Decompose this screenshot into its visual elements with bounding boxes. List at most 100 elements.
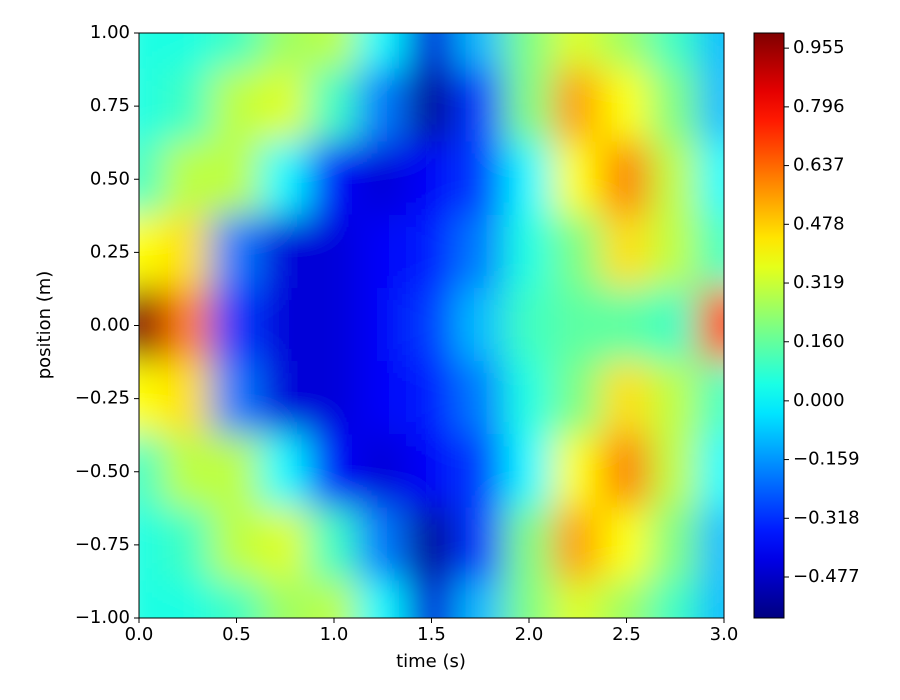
heat-cell (454, 33, 506, 71)
colorbar-frame (753, 32, 785, 619)
heat-cell (357, 507, 409, 583)
heat-cell (162, 68, 214, 144)
heat-cell (259, 507, 311, 583)
heat-cell (211, 68, 262, 144)
heat-cell (357, 361, 409, 437)
colorbar-tick-label: 0.955 (793, 37, 845, 58)
heat-cell (162, 507, 214, 583)
heat-cell (162, 287, 214, 364)
heat-cell (649, 580, 701, 618)
heat-cell (308, 361, 360, 437)
y-tick-label: 1.00 (90, 22, 130, 43)
heat-cell (211, 214, 262, 290)
heat-cell (211, 141, 262, 217)
heat-cell (454, 361, 506, 437)
heat-cell (649, 33, 701, 71)
heat-cell (139, 580, 165, 618)
heat-cell (139, 33, 165, 71)
heat-cell (649, 141, 701, 217)
heat-cell (552, 361, 604, 437)
heat-cell (552, 214, 604, 290)
heat-cell (698, 507, 724, 583)
heat-cell (503, 287, 555, 364)
heat-cell (259, 580, 311, 618)
heat-cell (454, 507, 506, 583)
heat-cell (406, 68, 457, 144)
heat-cell (698, 33, 724, 71)
heat-cell (601, 361, 652, 437)
x-tick-label: 0.0 (125, 624, 154, 645)
colorbar-tick-label: 0.637 (793, 155, 845, 176)
heat-cell (698, 68, 724, 144)
heat-cell (308, 141, 360, 217)
heat-cell (601, 68, 652, 144)
heat-cell (698, 434, 724, 510)
heat-cell (259, 141, 311, 217)
heat-cell (503, 361, 555, 437)
x-tick-label: 0.5 (222, 624, 251, 645)
heat-cell (357, 580, 409, 618)
heat-cell (698, 580, 724, 618)
heat-cell (162, 361, 214, 437)
heat-cell (259, 33, 311, 71)
heat-cell (162, 33, 214, 71)
colorbar-tick-label: −0.477 (793, 566, 860, 587)
heat-cell (259, 68, 311, 144)
heat-cell (259, 214, 311, 290)
heat-cell (211, 580, 262, 618)
heat-cell (406, 214, 457, 290)
heat-cell (698, 361, 724, 437)
heat-cell (357, 214, 409, 290)
heat-cell (406, 361, 457, 437)
y-tick-label: −1.00 (75, 607, 130, 628)
heat-cell (503, 33, 555, 71)
x-tick-label: 1.0 (320, 624, 349, 645)
heat-cell (601, 287, 652, 364)
heat-cell (406, 434, 457, 510)
heat-cell (308, 580, 360, 618)
heat-cell (601, 434, 652, 510)
heat-cell (357, 287, 409, 364)
x-tick-label: 1.5 (417, 624, 446, 645)
y-tick-label: −0.75 (75, 534, 130, 555)
heat-cell (552, 434, 604, 510)
heat-cell (649, 68, 701, 144)
heat-cell (552, 287, 604, 364)
heat-cell (211, 361, 262, 437)
heat-cell (259, 434, 311, 510)
x-tick-label: 2.5 (612, 624, 641, 645)
heat-cell (308, 68, 360, 144)
heat-cell (503, 580, 555, 618)
heat-cell (406, 141, 457, 217)
heat-cell (698, 141, 724, 217)
heat-cell (601, 580, 652, 618)
heat-cell (139, 68, 165, 144)
heat-cell (454, 434, 506, 510)
heat-cell (211, 287, 262, 364)
heat-cell (503, 434, 555, 510)
heat-cell (162, 141, 214, 217)
heat-cell (139, 507, 165, 583)
heat-cell (503, 141, 555, 217)
heat-cell (308, 214, 360, 290)
colorbar-tick-label: −0.159 (793, 449, 860, 470)
heat-cell (649, 507, 701, 583)
heat-cell (454, 214, 506, 290)
heat-cell (601, 507, 652, 583)
heat-cell (698, 287, 724, 364)
heat-cell (162, 214, 214, 290)
x-tick-label: 2.0 (515, 624, 544, 645)
heat-cell (552, 507, 604, 583)
y-axis-label: position (m) (34, 271, 55, 380)
y-tick-label: 0.25 (90, 241, 130, 262)
heat-cell (601, 33, 652, 71)
heat-cell (211, 507, 262, 583)
colorbar-tick-label: 0.478 (793, 213, 845, 234)
heat-cell (406, 287, 457, 364)
heat-cell (308, 434, 360, 510)
heat-cell (259, 361, 311, 437)
heat-cell (357, 434, 409, 510)
heat-cell (357, 33, 409, 71)
axes: 0.0 0.5 1.0 1.5 2.0 2.5 3.0 −1.00 −0.75 −0.50 −0.2… (75, 22, 738, 645)
colorbar-tick-label: 0.000 (793, 390, 845, 411)
